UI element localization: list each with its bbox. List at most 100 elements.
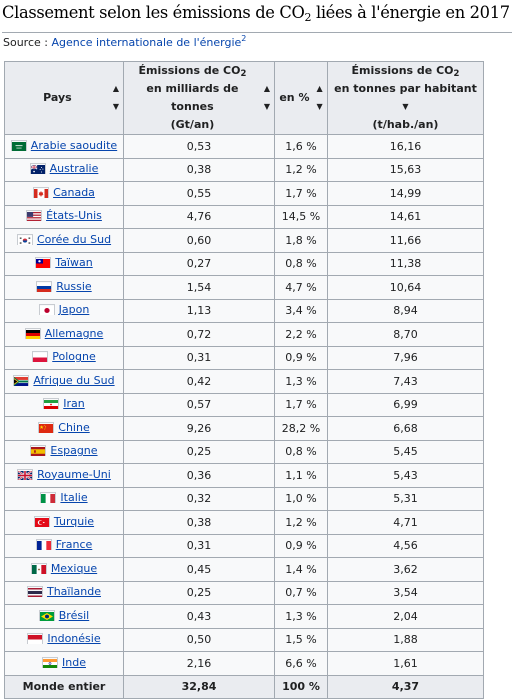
- country-link[interactable]: Pologne: [52, 350, 96, 364]
- emissions-gt-cell: 0,43: [123, 604, 275, 629]
- column-header-emissions[interactable]: Émissions de CO2 en milliards de tonnes …: [123, 61, 275, 135]
- country-link[interactable]: Espagne: [50, 444, 98, 458]
- emissions-gt-cell: 0,57: [123, 392, 275, 417]
- country-link[interactable]: Inde: [62, 655, 86, 669]
- column-header-percent[interactable]: en % ▲ ▼: [274, 61, 328, 135]
- country-cell: Thaïlande: [4, 580, 124, 605]
- flag-thailand-icon: [26, 586, 43, 598]
- country-link[interactable]: Taïwan: [55, 256, 93, 270]
- flag-australia-icon: [29, 163, 46, 175]
- percent-cell: 3,4 %: [274, 298, 328, 323]
- source-link[interactable]: Agence internationale de l'énergie: [51, 36, 242, 49]
- flag-russia-icon: [36, 280, 53, 292]
- table-row: Espagne 0,25 0,8 % 5,45: [4, 439, 484, 464]
- per-capita-cell: 2,04: [327, 604, 484, 629]
- country-cell: États-Unis: [4, 204, 124, 229]
- table-row: Canada 0,55 1,7 % 14,99: [4, 181, 484, 206]
- table-row: Chine 9,26 28,2 % 6,68: [4, 416, 484, 441]
- emissions-gt-cell: 0,50: [123, 627, 275, 652]
- percent-cell: 0,7 %: [274, 580, 328, 605]
- country-link[interactable]: Afrique du Sud: [33, 373, 115, 387]
- per-capita-cell: 3,54: [327, 580, 484, 605]
- country-cell: Mexique: [4, 557, 124, 582]
- table-row: Brésil 0,43 1,3 % 2,04: [4, 604, 484, 629]
- percent-cell: 1,2 %: [274, 157, 328, 182]
- country-link[interactable]: Australie: [49, 162, 99, 176]
- percent-cell: 1,7 %: [274, 392, 328, 417]
- country-cell: Allemagne: [4, 322, 124, 347]
- emissions-gt-cell: 0,60: [123, 228, 275, 253]
- country-link[interactable]: Chine: [58, 420, 90, 434]
- flag-india-icon: [42, 656, 59, 668]
- flag-taiwan-icon: [35, 257, 52, 269]
- column-header-label: Émissions de CO2 en tonnes par habitant …: [334, 64, 477, 131]
- source-label: Source :: [3, 36, 52, 49]
- per-capita-cell: 5,31: [327, 486, 484, 511]
- country-link[interactable]: Royaume-Uni: [37, 467, 111, 481]
- country-link[interactable]: Allemagne: [44, 326, 104, 340]
- country-cell: Corée du Sud: [4, 228, 124, 253]
- country-link[interactable]: Russie: [56, 279, 92, 293]
- country-link[interactable]: États-Unis: [46, 209, 102, 223]
- emissions-gt-cell: 0,55: [123, 181, 275, 206]
- country-link[interactable]: Iran: [63, 397, 85, 411]
- emissions-gt-cell: 0,31: [123, 533, 275, 558]
- table-row: Japon 1,13 3,4 % 8,94: [4, 298, 484, 323]
- emissions-gt-cell: 0,42: [123, 369, 275, 394]
- percent-cell: 0,9 %: [274, 533, 328, 558]
- percent-cell: 28,2 %: [274, 416, 328, 441]
- column-header-label: Pays: [43, 91, 72, 104]
- percent-cell: 0,8 %: [274, 251, 328, 276]
- country-link[interactable]: Arabie saoudite: [30, 138, 118, 152]
- country-cell: Taïwan: [4, 251, 124, 276]
- percent-cell: 1,6 %: [274, 134, 328, 159]
- percent-cell: 4,7 %: [274, 275, 328, 300]
- flag-turkey-icon: [33, 515, 50, 527]
- total-per-capita-cell: 4,37: [327, 674, 484, 699]
- table-row: Iran 0,57 1,7 % 6,99: [4, 392, 484, 417]
- country-link[interactable]: Japon: [58, 303, 90, 317]
- emissions-gt-cell: 0,72: [123, 322, 275, 347]
- country-cell: Canada: [4, 181, 124, 206]
- table-row: Italie 0,32 1,0 % 5,31: [4, 486, 484, 511]
- per-capita-cell: 1,88: [327, 627, 484, 652]
- country-cell: Japon: [4, 298, 124, 323]
- emissions-gt-cell: 0,25: [123, 580, 275, 605]
- per-capita-cell: 6,99: [327, 392, 484, 417]
- per-capita-cell: 7,43: [327, 369, 484, 394]
- emissions-gt-cell: 0,25: [123, 439, 275, 464]
- country-cell: France: [4, 533, 124, 558]
- percent-cell: 2,2 %: [274, 322, 328, 347]
- percent-cell: 1,3 %: [274, 369, 328, 394]
- table-row: Indonésie 0,50 1,5 % 1,88: [4, 627, 484, 652]
- column-header-country[interactable]: Pays ▲ ▼: [4, 61, 124, 135]
- country-link[interactable]: Italie: [60, 491, 88, 505]
- emissions-gt-cell: 0,27: [123, 251, 275, 276]
- country-cell: Australie: [4, 157, 124, 182]
- flag-china-icon: [38, 421, 55, 433]
- percent-cell: 1,7 %: [274, 181, 328, 206]
- page-title: Classement selon les émissions de CO2 li…: [2, 3, 510, 24]
- column-header-label: en %: [279, 91, 310, 104]
- reference-link[interactable]: 2: [241, 34, 247, 43]
- country-link[interactable]: Canada: [53, 185, 95, 199]
- country-link[interactable]: Brésil: [58, 608, 90, 622]
- country-link[interactable]: Turquie: [53, 514, 95, 528]
- total-gt-cell: 32,84: [123, 674, 275, 699]
- sort-both-icon[interactable]: ▲ ▼: [316, 84, 323, 111]
- country-link[interactable]: Corée du Sud: [36, 232, 112, 246]
- country-link[interactable]: France: [55, 538, 93, 552]
- per-capita-cell: 4,71: [327, 510, 484, 535]
- sort-both-icon[interactable]: ▲ ▼: [263, 84, 270, 111]
- country-link[interactable]: Thaïlande: [46, 585, 101, 599]
- country-link[interactable]: Mexique: [50, 561, 98, 575]
- sort-desc-icon[interactable]: ▼: [402, 102, 409, 111]
- country-link[interactable]: Indonésie: [47, 632, 101, 646]
- emissions-gt-cell: 1,54: [123, 275, 275, 300]
- per-capita-cell: 7,96: [327, 345, 484, 370]
- table-header-row: Pays ▲ ▼ Émissions de CO2 en milliards de…: [4, 61, 484, 135]
- column-header-per-capita[interactable]: Émissions de CO2 en tonnes par habitant …: [327, 61, 484, 135]
- table-body: Arabie saoudite 0,53 1,6 % 16,16 Austral…: [4, 134, 484, 699]
- flag-japan-icon: [38, 304, 55, 316]
- sort-both-icon[interactable]: ▲ ▼: [112, 84, 119, 111]
